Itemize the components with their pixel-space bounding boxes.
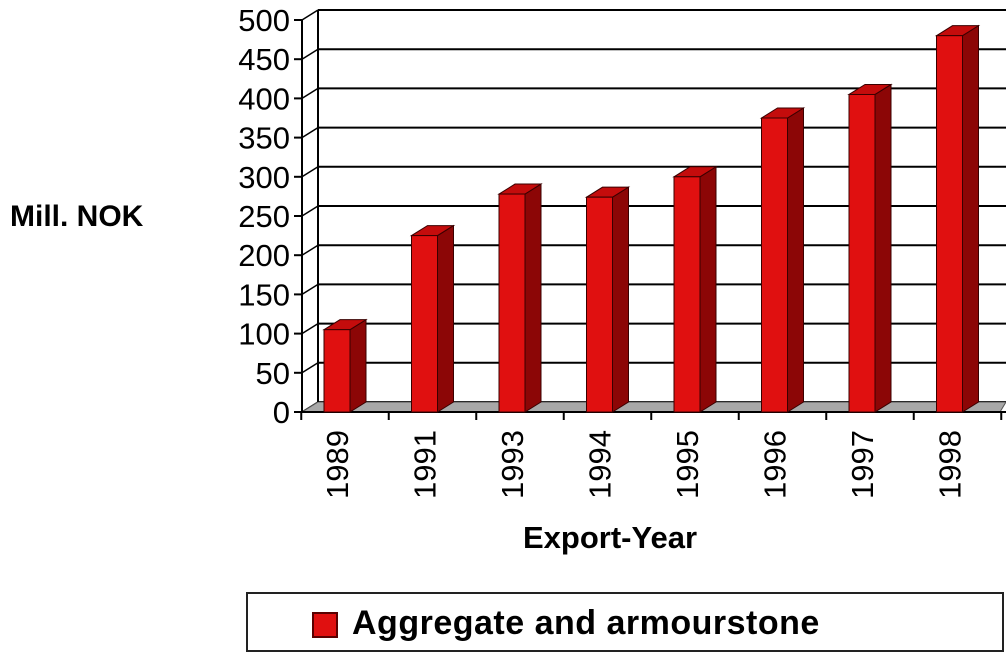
bar — [322, 318, 368, 413]
y-tick-label: 400 — [238, 81, 290, 116]
x-tick-label: 1993 — [495, 430, 530, 499]
bars — [322, 24, 981, 413]
gridline-depth — [301, 87, 319, 100]
gridline-depth — [301, 48, 319, 60]
y-tick-label: 0 — [273, 395, 290, 430]
gridline-depth — [301, 362, 319, 374]
chart-floor — [300, 401, 1006, 413]
y-axis-label: Mill. NOK — [10, 200, 144, 233]
y-tick-label: 50 — [256, 356, 290, 391]
y-tick-label: 350 — [238, 121, 290, 156]
gridline-depth — [301, 9, 319, 21]
y-tick-labels: 0 50 100 150 200 250 300 350 400 450 500 — [238, 3, 290, 430]
y-tick-label: 450 — [238, 42, 290, 77]
y-tick-label: 200 — [238, 238, 290, 273]
y-tick-label: 250 — [238, 199, 290, 234]
gridline-depth — [301, 205, 319, 217]
bar — [584, 186, 631, 413]
x-axis-label: Export-Year — [523, 520, 698, 555]
legend-swatch — [312, 612, 338, 638]
y-tick-label: 500 — [238, 3, 290, 38]
y-tick-label: 150 — [238, 277, 290, 312]
gridline-depth — [301, 322, 319, 335]
legend-label: Aggregate and armourstone — [352, 604, 820, 642]
x-tick-labels: 1989 1991 1993 1994 1995 1996 1997 1998 — [320, 430, 968, 499]
grid-lines — [301, 9, 1006, 413]
x-tick-label: 1989 — [320, 430, 355, 499]
x-tick-label: 1995 — [670, 430, 705, 499]
y-tick-label: 300 — [238, 160, 290, 195]
x-tick-label: 1996 — [758, 430, 793, 499]
x-tick-label: 1998 — [933, 430, 968, 499]
gridline-depth — [301, 283, 319, 296]
bar — [497, 183, 543, 413]
bar — [847, 83, 893, 413]
bar — [759, 107, 806, 413]
legend: Aggregate and armourstone — [246, 592, 1004, 652]
y-tick-label: 100 — [238, 317, 290, 352]
x-tick-label: 1994 — [583, 430, 618, 499]
x-tick-label: 1997 — [845, 430, 880, 499]
gridline-depth — [301, 166, 319, 178]
bar — [934, 24, 981, 413]
bar — [409, 224, 456, 413]
axes — [294, 10, 1006, 420]
x-tick-label: 1991 — [408, 430, 443, 499]
gridline-depth — [301, 244, 319, 256]
floor-plane — [300, 401, 1006, 413]
gridline-depth — [301, 126, 319, 139]
bar — [672, 165, 718, 413]
